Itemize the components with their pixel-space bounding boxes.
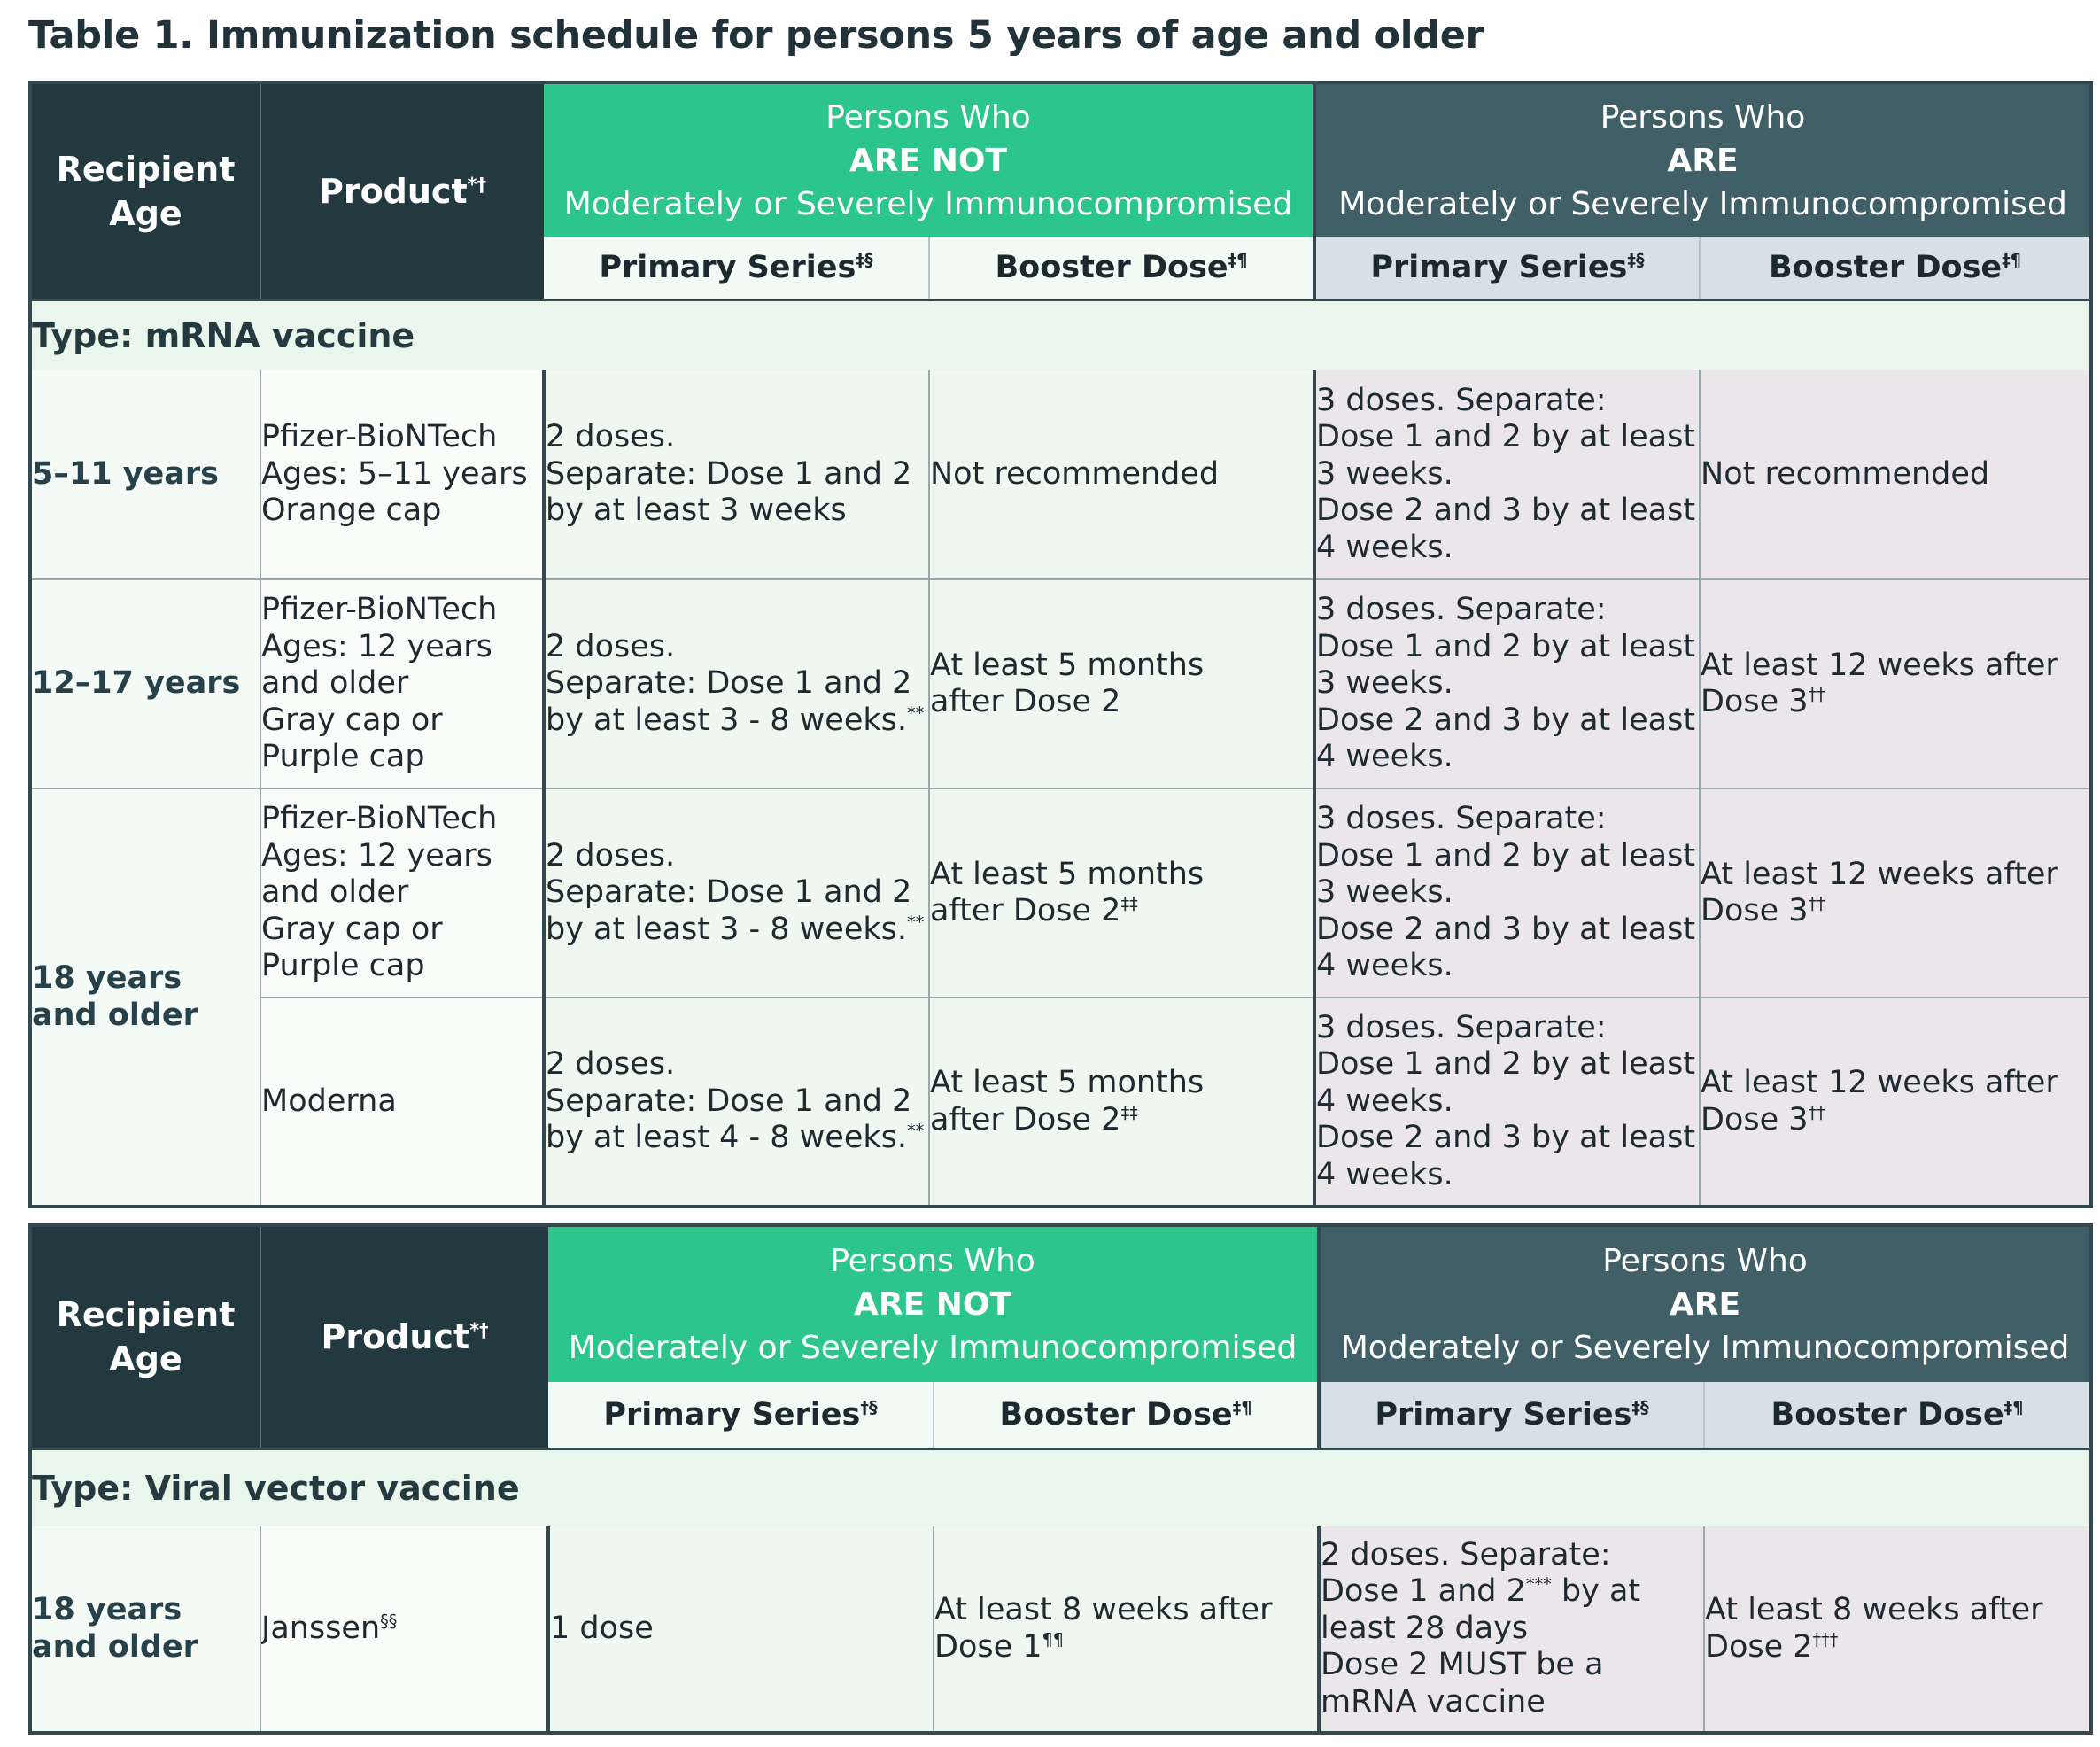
booster-dose-header: Booster Dose‡¶ [934,1382,1321,1448]
booster-dose-header: Booster Dose‡¶ [1700,237,2092,299]
table-row: Moderna 2 doses. Separate: Dose 1 and 2 … [30,998,2092,1207]
primary-series-cell: 3 doses. Separate: Dose 1 and 2 by at le… [1314,579,1701,789]
booster-dose-cell: At least 5 months after Dose 2‡‡ [929,998,1317,1207]
page-title: Table 1. Immunization schedule for perso… [28,13,1484,58]
table-row: 18 years and older Pfizer-BioNTech Ages:… [30,788,2092,1207]
primary-series-header: Primary Series‡§ [1314,237,1701,299]
primary-series-cell: 2 doses. Separate: Dose 1 and 2 by at le… [542,370,930,580]
product-header: Product*† [260,1225,548,1448]
viral-vector-schedule-table: Recipient Age Product*† Persons Who ARE … [28,1223,2094,1735]
age-cell: 12–17 years [30,579,261,789]
not-immunocompromised-header: Persons Who ARE NOT Moderately or Severe… [544,82,1317,237]
primary-series-cell: 1 dose [546,1526,934,1734]
recipient-age-header: Recipient Age [30,1225,261,1448]
booster-dose-cell: At least 8 weeks after Dose 1¶¶ [934,1526,1321,1734]
primary-series-cell: 2 doses. Separate: Dose 1 and 2 by at le… [542,579,930,789]
table-row: 5–11 years Pfizer-BioNTech Ages: 5–11 ye… [30,370,2092,580]
table-row: 12–17 years Pfizer-BioNTech Ages: 12 yea… [30,579,2092,789]
booster-dose-cell: At least 12 weeks after Dose 3†† [1700,998,2092,1207]
booster-dose-cell: At least 5 months after Dose 2 [929,579,1317,789]
immunocompromised-header: Persons Who ARE Moderately or Severely I… [1319,1225,2092,1382]
booster-dose-header: Booster Dose‡¶ [929,237,1317,299]
product-cell: Janssen§§ [260,1526,549,1734]
primary-series-cell: 2 doses. Separate: Dose 1 and 2 by at le… [542,998,930,1207]
not-immunocompromised-header: Persons Who ARE NOT Moderately or Severe… [548,1225,1321,1382]
booster-dose-cell: Not recommended [929,370,1317,580]
booster-dose-cell: At least 5 months after Dose 2‡‡ [929,788,1317,998]
product-cell: Pfizer-BioNTech Ages: 12 years and older… [260,579,545,789]
vaccine-type-label: Type: Viral vector vaccine [30,1447,2092,1526]
primary-series-header: Primary Series‡§ [1319,1382,1706,1448]
immunocompromised-header: Persons Who ARE Moderately or Severely I… [1314,82,2092,237]
age-cell: 18 years and older [30,1526,261,1734]
age-cell: 18 years and older [30,788,261,1207]
primary-series-header: Primary Series†§ [548,1382,934,1448]
product-header: Product*† [260,82,544,299]
booster-dose-cell: At least 12 weeks after Dose 3†† [1700,579,2092,789]
vaccine-type-label: Type: mRNA vaccine [30,298,2092,370]
booster-dose-cell: At least 8 weeks after Dose 2††† [1704,1526,2092,1734]
recipient-age-header: Recipient Age [30,82,261,299]
primary-series-cell: 2 doses. Separate: Dose 1 and 2*** by at… [1319,1526,1706,1734]
primary-series-cell: 3 doses. Separate: Dose 1 and 2 by at le… [1314,788,1701,998]
booster-dose-cell: At least 12 weeks after Dose 3†† [1700,788,2092,998]
product-cell: Pfizer-BioNTech Ages: 5–11 years Orange … [260,370,545,580]
table-row: 18 years and older Janssen§§ 1 dose At l… [30,1526,2092,1734]
product-cell: Pfizer-BioNTech Ages: 12 years and older… [260,788,545,998]
age-cell: 5–11 years [30,370,261,580]
primary-series-cell: 3 doses. Separate: Dose 1 and 2 by at le… [1314,998,1701,1207]
booster-dose-cell: Not recommended [1700,370,2092,580]
primary-series-header: Primary Series‡§ [544,237,930,299]
booster-dose-header: Booster Dose‡¶ [1704,1382,2092,1448]
primary-series-cell: 3 doses. Separate: Dose 1 and 2 by at le… [1314,370,1701,580]
product-cell: Moderna [260,998,545,1207]
primary-series-cell: 2 doses. Separate: Dose 1 and 2 by at le… [542,788,930,998]
mrna-schedule-table: Recipient Age Product*† Persons Who ARE … [28,81,2094,1208]
